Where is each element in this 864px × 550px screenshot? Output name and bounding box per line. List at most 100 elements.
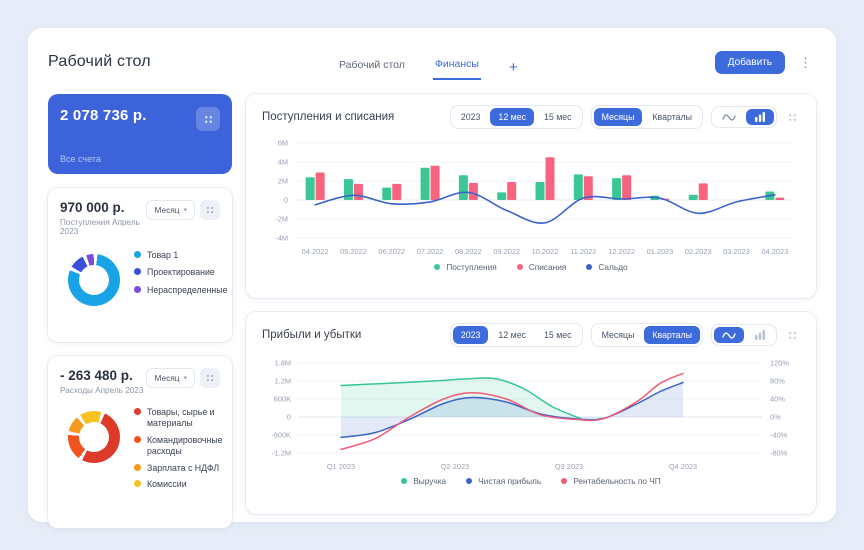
range-12m[interactable]: 12 мес bbox=[490, 326, 534, 344]
range-2023[interactable]: 2023 bbox=[453, 108, 489, 126]
expenses-legend: Товары, сырье и материалы Командировочны… bbox=[134, 407, 223, 491]
svg-text:09.2022: 09.2022 bbox=[493, 247, 520, 256]
expenses-subtitle: Расходы Апрель 2023 bbox=[60, 386, 144, 395]
legend-item: Товары, сырье и материалы bbox=[134, 407, 223, 430]
svg-text:-600K: -600K bbox=[271, 431, 291, 440]
svg-text:1.2M: 1.2M bbox=[275, 377, 291, 386]
accounts-total-value: 2 078 736 р. bbox=[60, 107, 147, 124]
range-15m[interactable]: 15 мес bbox=[536, 108, 580, 126]
kebab-menu-icon[interactable]: ⋮ bbox=[795, 54, 816, 71]
svg-text:-80%: -80% bbox=[770, 449, 788, 458]
legend-item: Зарплата с НДФЛ bbox=[134, 463, 223, 474]
svg-text:Q3 2023: Q3 2023 bbox=[555, 462, 583, 471]
dashboard-panel: Рабочий стол Рабочий стол Финансы + Доба… bbox=[28, 28, 836, 528]
income-donut-chart bbox=[68, 254, 120, 306]
page-title: Рабочий стол bbox=[48, 53, 151, 70]
legend-item: Комиссии bbox=[134, 479, 223, 490]
expenses-value: - 263 480 р. bbox=[60, 368, 133, 383]
range-switch: 2023 12 мес 15 мес bbox=[449, 105, 583, 129]
accounts-total-card[interactable]: 2 078 736 р. Все счета bbox=[48, 94, 232, 174]
granularity-months[interactable]: Месяцы bbox=[594, 326, 643, 344]
svg-text:08.2022: 08.2022 bbox=[455, 247, 482, 256]
range-15m[interactable]: 15 мес bbox=[536, 326, 580, 344]
svg-text:Q4 2023: Q4 2023 bbox=[669, 462, 697, 471]
svg-text:4M: 4M bbox=[278, 158, 288, 167]
header-actions: Добавить ⋮ bbox=[714, 50, 816, 74]
svg-text:-2M: -2M bbox=[275, 215, 288, 224]
range-2023[interactable]: 2023 bbox=[452, 326, 489, 344]
svg-text:12.2022: 12.2022 bbox=[608, 247, 635, 256]
income-card: 970 000 р. Поступления Апрель 2023 Месяц… bbox=[48, 188, 232, 342]
drag-handle-icon[interactable] bbox=[196, 107, 220, 131]
svg-text:40%: 40% bbox=[770, 395, 785, 404]
drag-handle-icon[interactable] bbox=[200, 368, 220, 388]
period-select[interactable]: Месяц ▾ bbox=[146, 368, 195, 388]
legend-item: Нераспределенные bbox=[134, 285, 227, 296]
view-switch bbox=[711, 106, 777, 128]
svg-text:Q2 2023: Q2 2023 bbox=[441, 462, 469, 471]
tab-bar: Рабочий стол Финансы + bbox=[337, 50, 520, 80]
bar-chart-icon[interactable] bbox=[746, 109, 774, 125]
svg-text:04.2023: 04.2023 bbox=[761, 247, 788, 256]
legend-item: Товар 1 bbox=[134, 250, 227, 261]
svg-text:05.2022: 05.2022 bbox=[340, 247, 367, 256]
chevron-down-icon: ▾ bbox=[183, 207, 187, 214]
tab-finances[interactable]: Финансы bbox=[432, 50, 481, 80]
legend-item: Командировочные расходы bbox=[134, 435, 223, 458]
svg-text:1.8M: 1.8M bbox=[275, 359, 291, 368]
svg-text:Q1 2023: Q1 2023 bbox=[327, 462, 355, 471]
svg-text:120%: 120% bbox=[770, 359, 789, 368]
drag-handle-icon[interactable] bbox=[200, 200, 220, 220]
add-tab-icon[interactable]: + bbox=[508, 58, 518, 76]
svg-text:02.2023: 02.2023 bbox=[685, 247, 712, 256]
sidebar: 2 078 736 р. Все счета 970 000 р. Поступ… bbox=[48, 94, 232, 528]
svg-text:2M: 2M bbox=[278, 177, 288, 186]
granularity-quarters[interactable]: Кварталы bbox=[644, 326, 700, 344]
line-chart-icon[interactable] bbox=[714, 109, 744, 125]
period-select[interactable]: Месяц ▾ bbox=[146, 200, 195, 220]
bar-chart-icon[interactable] bbox=[746, 327, 774, 343]
svg-text:-40%: -40% bbox=[770, 431, 788, 440]
add-button[interactable]: Добавить bbox=[714, 50, 785, 74]
drag-handle-icon[interactable] bbox=[785, 110, 800, 125]
line-chart-icon[interactable] bbox=[714, 327, 744, 343]
bar-line-chart: 6M 4M 2M 0 -2M -4M 04.2022 05.2022 06.2022 07.202… bbox=[275, 139, 794, 256]
drag-handle-icon[interactable] bbox=[785, 328, 800, 343]
tab-dashboard[interactable]: Рабочий стол bbox=[338, 59, 405, 71]
content: 2 078 736 р. Все счета 970 000 р. Поступ… bbox=[48, 94, 816, 528]
granularity-months[interactable]: Месяцы bbox=[593, 108, 643, 126]
income-value: 970 000 р. bbox=[60, 200, 125, 215]
range-12m[interactable]: 12 мес bbox=[490, 108, 534, 126]
svg-text:0: 0 bbox=[284, 196, 288, 205]
chevron-down-icon: ▾ bbox=[183, 375, 187, 382]
chart-title: Поступления и списания bbox=[262, 111, 395, 123]
legend-item: Проектирование bbox=[134, 267, 227, 278]
svg-text:80%: 80% bbox=[770, 377, 785, 386]
granularity-switch: Месяцы Кварталы bbox=[590, 105, 703, 129]
svg-text:600K: 600K bbox=[274, 395, 291, 404]
header: Рабочий стол Рабочий стол Финансы + Доба… bbox=[48, 42, 816, 82]
view-switch bbox=[711, 324, 777, 346]
svg-text:6M: 6M bbox=[278, 139, 288, 148]
granularity-switch: Месяцы Кварталы bbox=[590, 323, 703, 347]
profit-chart-card: Прибыли и убытки 2023 12 мес 15 мес Меся… bbox=[246, 312, 816, 514]
svg-text:0%: 0% bbox=[770, 413, 781, 422]
svg-text:-4M: -4M bbox=[275, 234, 288, 243]
charts-column: Поступления и списания 2023 12 мес 15 ме… bbox=[246, 94, 816, 528]
range-switch: 2023 12 мес 15 мес bbox=[449, 323, 583, 347]
expenses-card: - 263 480 р. Расходы Апрель 2023 Месяц ▾ bbox=[48, 356, 232, 528]
cashflow-chart-card: Поступления и списания 2023 12 мес 15 ме… bbox=[246, 94, 816, 298]
granularity-quarters[interactable]: Кварталы bbox=[644, 108, 700, 126]
chart-legend: Выручка Чистая прибыль Рентабельность по… bbox=[262, 476, 800, 487]
svg-text:0: 0 bbox=[287, 413, 291, 422]
accounts-subtitle: Все счета bbox=[60, 154, 101, 164]
svg-text:07.2022: 07.2022 bbox=[417, 247, 444, 256]
income-legend: Товар 1 Проектирование Нераспределенные bbox=[134, 250, 227, 296]
income-subtitle: Поступления Апрель 2023 bbox=[60, 218, 140, 236]
area-line-chart: 1.8M 120% 1.2M 80% 600K 40% 0 0% -600K -40% -1.2M -… bbox=[271, 359, 789, 471]
svg-text:10.2022: 10.2022 bbox=[532, 247, 559, 256]
svg-text:01.2023: 01.2023 bbox=[647, 247, 674, 256]
svg-text:03.2023: 03.2023 bbox=[723, 247, 750, 256]
chart-title: Прибыли и убытки bbox=[262, 329, 362, 341]
chart-legend: Поступления Списания Сальдо bbox=[262, 262, 800, 273]
